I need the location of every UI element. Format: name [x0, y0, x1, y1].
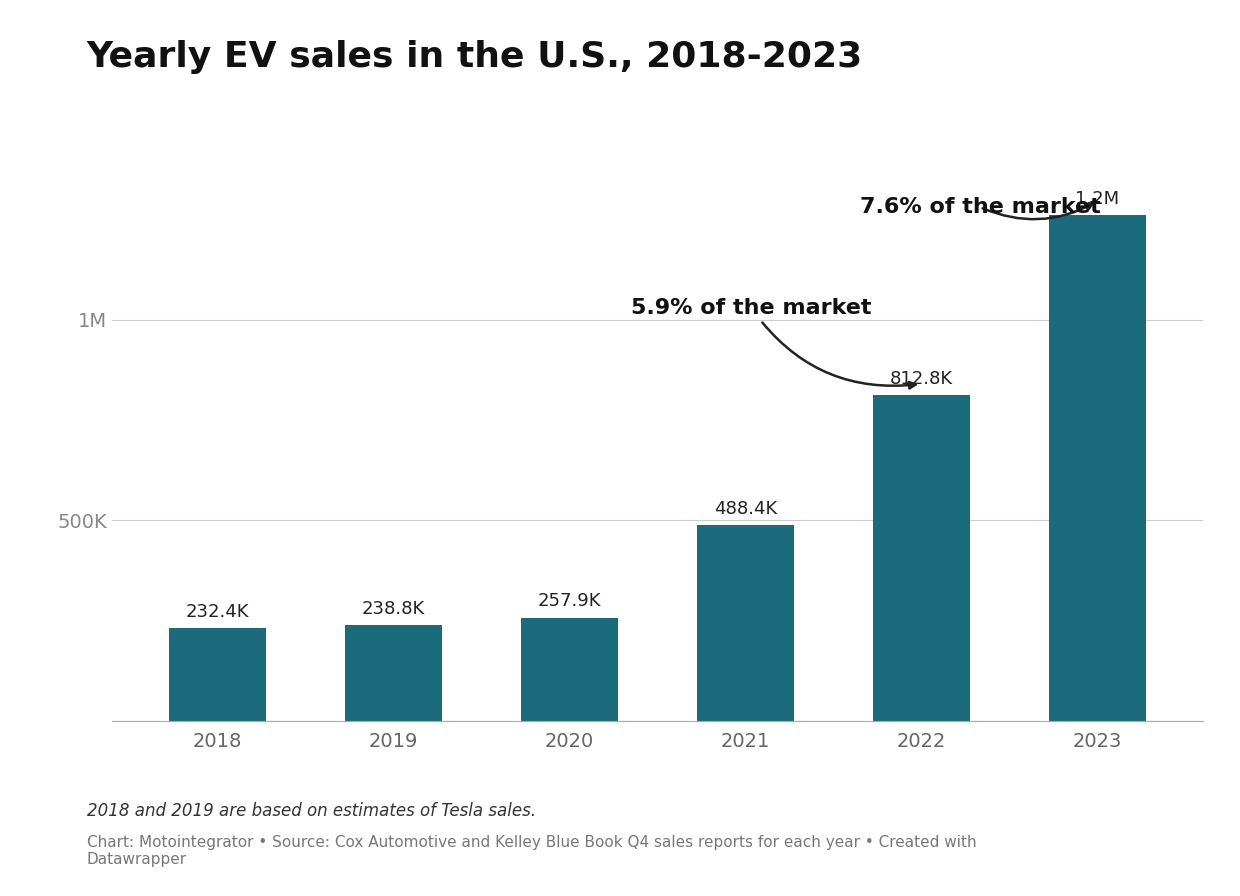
Text: 488.4K: 488.4K [713, 500, 776, 518]
Text: 232.4K: 232.4K [186, 603, 249, 621]
Text: 7.6% of the market: 7.6% of the market [859, 197, 1100, 220]
Bar [169, 628, 265, 721]
Text: 812.8K: 812.8K [889, 369, 952, 388]
Text: 238.8K: 238.8K [362, 600, 425, 618]
Bar [521, 617, 618, 721]
Text: 5.9% of the market: 5.9% of the market [631, 297, 915, 389]
Text: 257.9K: 257.9K [537, 592, 601, 610]
Text: Chart: Motointegrator • Source: Cox Automotive and Kelley Blue Book Q4 sales rep: Chart: Motointegrator • Source: Cox Auto… [87, 835, 976, 867]
Text: Yearly EV sales in the U.S., 2018-2023: Yearly EV sales in the U.S., 2018-2023 [87, 40, 863, 74]
Bar [1049, 215, 1146, 721]
Bar [697, 525, 794, 721]
Bar [345, 625, 441, 721]
Bar [873, 395, 970, 721]
Text: 2018 and 2019 are based on estimates of Tesla sales.: 2018 and 2019 are based on estimates of … [87, 802, 536, 820]
Text: 1.2M: 1.2M [1075, 190, 1120, 208]
